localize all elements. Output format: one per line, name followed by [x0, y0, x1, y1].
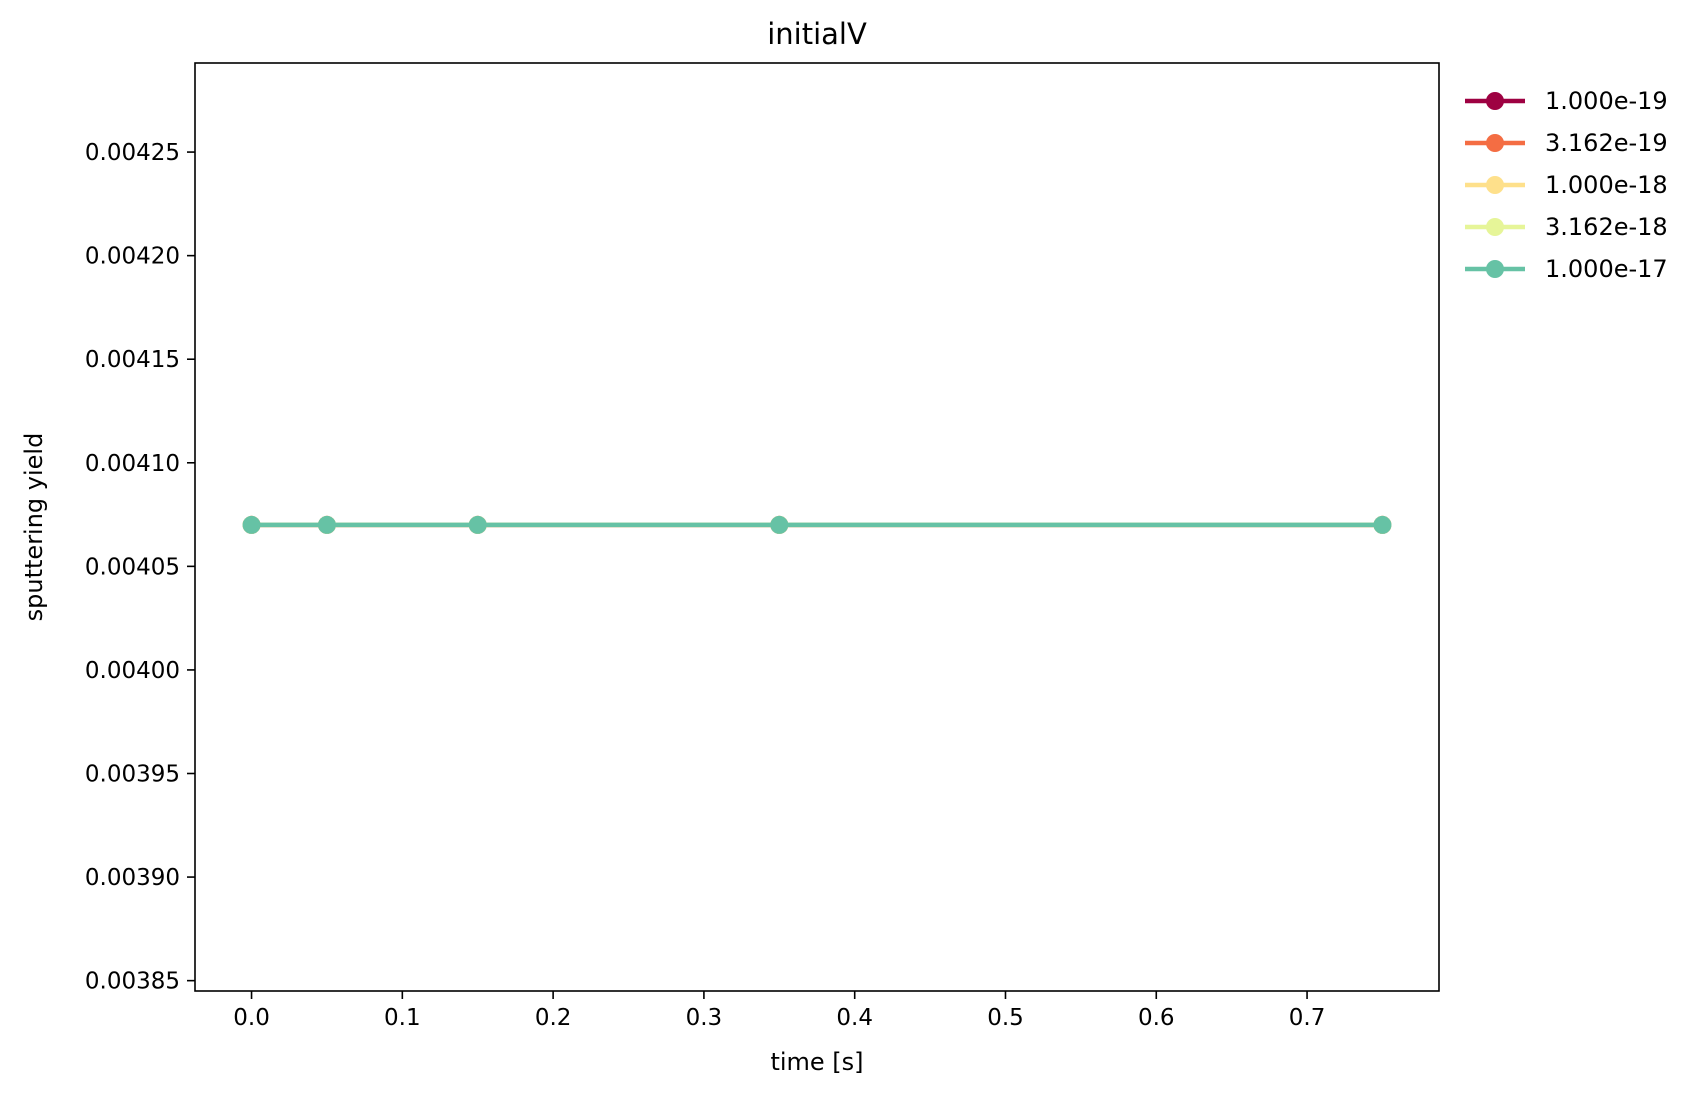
legend-label: 3.162e-18: [1545, 213, 1668, 241]
x-tick-label: 0.2: [535, 1005, 572, 1031]
legend-marker: [1486, 218, 1504, 236]
x-tick-label: 0.3: [686, 1005, 723, 1031]
data-point: [770, 515, 789, 534]
x-tick-label: 0.1: [384, 1005, 421, 1031]
legend-label: 1.000e-19: [1545, 87, 1668, 115]
data-point: [1373, 515, 1392, 534]
legend-marker: [1486, 260, 1504, 278]
y-tick-label: 0.00395: [85, 762, 180, 788]
legend-label: 3.162e-19: [1545, 129, 1668, 157]
data-point: [242, 515, 261, 534]
y-tick-label: 0.00405: [85, 554, 180, 580]
y-tick-label: 0.00385: [85, 969, 180, 995]
x-tick-label: 0.7: [1289, 1005, 1326, 1031]
legend-marker: [1486, 176, 1504, 194]
y-axis: 0.00385 0.00390 0.00395 0.00400 0.00405 0.004…: [85, 140, 195, 995]
x-tick-label: 0.6: [1138, 1005, 1175, 1031]
legend-item: 1.000e-17: [1465, 255, 1668, 283]
y-tick-label: 0.00410: [85, 451, 180, 477]
plot-frame: [194, 62, 1440, 992]
legend-item: 3.162e-19: [1465, 129, 1668, 157]
legend-item: 1.000e-19: [1465, 87, 1668, 115]
y-tick-label: 0.00425: [85, 140, 180, 166]
x-tick-label: 0.0: [233, 1005, 270, 1031]
y-tick-label: 0.00390: [85, 865, 180, 891]
y-axis-label: sputtering yield: [20, 433, 48, 622]
x-axis: 0.0 0.1 0.2 0.3 0.4 0.5 0.6 0.7: [233, 991, 1325, 1031]
legend-label: 1.000e-17: [1545, 255, 1668, 283]
data-point: [468, 515, 487, 534]
y-tick-label: 0.00415: [85, 347, 180, 373]
legend-marker: [1486, 92, 1504, 110]
legend-marker: [1486, 134, 1504, 152]
x-axis-label: time [s]: [770, 1048, 863, 1076]
x-tick-label: 0.5: [987, 1005, 1024, 1031]
data-point: [317, 515, 336, 534]
y-tick-label: 0.00420: [85, 244, 180, 270]
series-1.000e-17: [242, 515, 1392, 534]
legend-item: 1.000e-18: [1465, 171, 1668, 199]
legend-label: 1.000e-18: [1545, 171, 1668, 199]
legend: 1.000e-19 3.162e-19 1.000e-18 3.162e-18 1.00…: [1465, 87, 1668, 283]
chart-title: initialV: [767, 17, 867, 51]
series-layer: [242, 515, 1392, 534]
x-tick-label: 0.4: [836, 1005, 873, 1031]
legend-item: 3.162e-18: [1465, 213, 1668, 241]
y-tick-label: 0.00400: [85, 658, 180, 684]
